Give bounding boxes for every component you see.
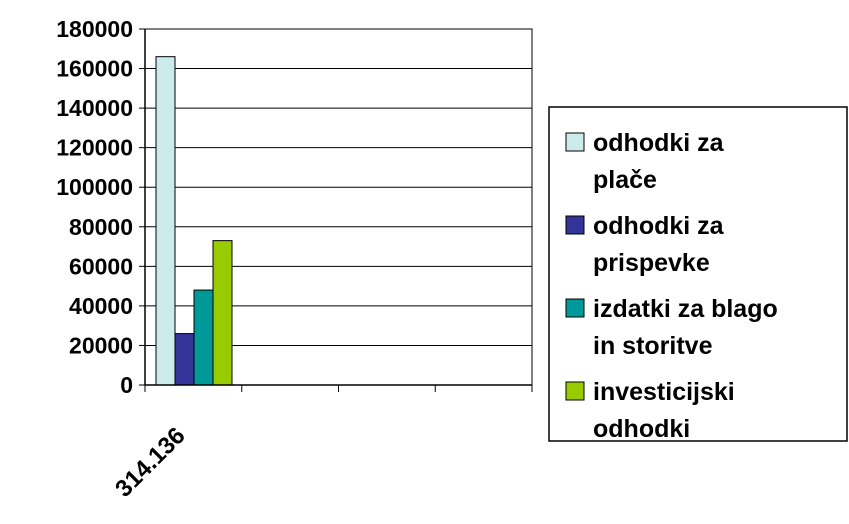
- legend-box: [548, 106, 848, 442]
- legend-label-3: izdatki za blago: [593, 295, 778, 323]
- legend-label-4: odhodki: [593, 415, 690, 443]
- bar-1: [155, 56, 176, 386]
- bar-2: [174, 333, 195, 386]
- axes: [139, 28, 533, 392]
- legend-swatch-1: [565, 132, 585, 152]
- y-tick-label: 0: [120, 372, 133, 398]
- legend-label-3: in storitve: [593, 332, 713, 360]
- legend-swatch-2: [565, 215, 585, 235]
- y-tick-label: 140000: [56, 95, 133, 121]
- legend: odhodki za plače odhodki za prispevke izdatk…: [548, 106, 848, 443]
- y-tick-label: 80000: [69, 214, 133, 240]
- x-tick-label: 314.136: [110, 422, 190, 502]
- legend-label-4: investicijski: [593, 378, 735, 406]
- y-tick-label: 60000: [69, 253, 133, 279]
- y-tick-label: 160000: [56, 56, 133, 82]
- legend-label-1: odhodki za: [593, 129, 725, 157]
- y-tick-label: 100000: [56, 174, 133, 200]
- y-tick-label: 20000: [69, 332, 133, 358]
- legend-label-1: plače: [593, 166, 657, 194]
- legend-swatch-3: [565, 298, 585, 318]
- y-tick-label: 40000: [69, 293, 133, 319]
- bars: [155, 56, 233, 386]
- legend-label-2: odhodki za: [593, 212, 725, 240]
- x-axis-ticks: 314.136: [110, 422, 190, 502]
- y-tick-label: 120000: [56, 135, 133, 161]
- y-tick-label: 180000: [56, 16, 133, 42]
- legend-swatch-4: [565, 381, 585, 401]
- bar-4: [212, 240, 233, 386]
- bar-3: [193, 289, 214, 386]
- y-axis-ticks: 0 20000 40000 60000 80000 100000 120000 140000 1…: [56, 16, 133, 398]
- legend-label-2: prispevke: [593, 249, 710, 277]
